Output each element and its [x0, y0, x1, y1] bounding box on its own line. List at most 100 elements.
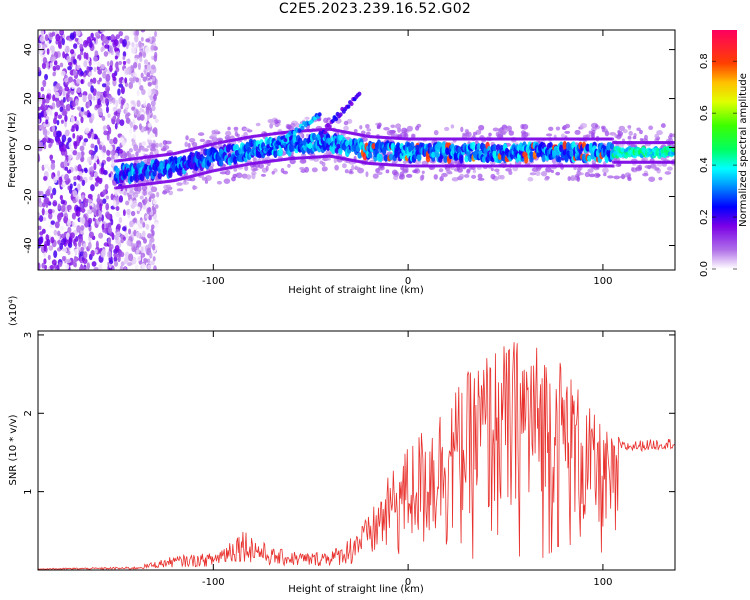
- spectrogram-noise-cell: [57, 170, 61, 177]
- spectrogram-halo-cell: [627, 135, 632, 140]
- spectrogram-noise-cell: [83, 51, 87, 60]
- spectrogram-noise-cell: [59, 194, 64, 201]
- spectrogram-halo-cell: [150, 186, 158, 193]
- spectrogram-halo-cell: [496, 171, 500, 175]
- spectrogram-noise-cell: [153, 93, 157, 102]
- spectrogram-noise-cell: [122, 39, 127, 47]
- spectrogram-noise-cell: [78, 199, 82, 205]
- spectrogram-noise-cell: [150, 100, 156, 107]
- spectrogram-noise-cell: [73, 43, 78, 49]
- spectrogram-halo-cell: [555, 126, 561, 131]
- snr-x-tick-label: -100: [202, 577, 225, 588]
- spectrogram-halo-cell: [162, 189, 170, 194]
- spectrogram-noise-cell: [122, 55, 126, 61]
- spectrogram-halo-cell: [453, 160, 458, 164]
- spectrogram-halo-cell: [494, 168, 500, 173]
- spectrogram-noise-cell: [128, 228, 132, 235]
- spectrogram-noise-cell: [103, 130, 109, 136]
- spectrogram-noise-cell: [126, 239, 131, 246]
- spectrogram-marks: [38, 30, 675, 270]
- spectrogram-noise-cell: [122, 60, 127, 66]
- spectrogram-noise-cell: [152, 114, 157, 120]
- spectrogram-noise-cell: [43, 258, 47, 265]
- spectrogram-noise-cell: [131, 41, 135, 48]
- spectrogram-noise-cell: [44, 73, 49, 81]
- spectrogram-track-cell: [278, 148, 283, 157]
- spectrogram-noise-cell: [38, 225, 42, 231]
- spectrogram-halo-cell: [433, 129, 439, 136]
- spectrogram-noise-cell: [60, 204, 66, 213]
- snr-series-line: [38, 342, 675, 570]
- spectrogram-halo-cell: [255, 122, 261, 127]
- spectrogram-noise-cell: [71, 100, 77, 108]
- spectrogram-branch-cell: [323, 130, 328, 135]
- spectrogram-noise-cell: [100, 46, 104, 53]
- spectrogram-noise-cell: [91, 261, 97, 267]
- spectrogram-noise-cell: [98, 264, 103, 270]
- spectrogram-noise-cell: [76, 78, 81, 84]
- spectrogram-noise-cell: [106, 213, 111, 220]
- spectrogram-noise-cell: [142, 98, 146, 104]
- spectrogram-halo-cell: [664, 171, 672, 175]
- spectrogram-noise-cell: [79, 43, 84, 50]
- spectrogram-noise-cell: [152, 199, 157, 205]
- spectrogram-halo-cell: [567, 176, 571, 182]
- spectrogram-noise-cell: [73, 176, 78, 181]
- spectrogram-noise-cell: [138, 40, 142, 48]
- spectrogram-noise-cell: [154, 118, 159, 124]
- spectrogram-noise-cell: [53, 229, 58, 236]
- spectrogram-noise-cell: [132, 256, 137, 265]
- spectrogram-noise-cell: [48, 143, 52, 149]
- snr-y-ticks: 1 2 3: [23, 332, 675, 495]
- spectrogram-track-cell: [487, 145, 492, 152]
- spectrogram-halo-cell: [603, 172, 607, 177]
- spectrogram-noise-cell: [42, 79, 47, 88]
- spectrogram-noise-cell: [59, 177, 63, 186]
- spectrogram-halo-cell: [205, 175, 212, 181]
- spectrogram-track-cell: [529, 151, 534, 158]
- spectrogram-halo-cell: [344, 169, 349, 174]
- spectrogram-branch-cell: [317, 112, 322, 117]
- spectrogram-noise-cell: [84, 111, 88, 116]
- spectrogram-noise-cell: [142, 51, 147, 58]
- spectrogram-noise-cell: [94, 98, 98, 106]
- spectrogram-halo-cell: [287, 163, 291, 168]
- spectrogram-halo-cell: [141, 185, 148, 191]
- snr-frame: [37, 330, 676, 571]
- spectrogram-noise-cell: [114, 188, 119, 197]
- spectrogram-noise-cell: [96, 91, 102, 97]
- spectrogram-branch-cell: [283, 137, 288, 143]
- spectrogram-track-cell: [134, 174, 140, 183]
- spectrogram-noise-cell: [59, 30, 64, 35]
- spectrogram-noise-cell: [142, 76, 148, 82]
- spectrogram-track-cell: [492, 143, 497, 152]
- spectrogram-halo-cell: [465, 131, 472, 138]
- spectrogram-halo-cell: [654, 133, 660, 139]
- spectrogram-halo-cell: [666, 166, 673, 171]
- spectrogram-halo-cell: [236, 172, 243, 179]
- spectrogram-noise-cell: [68, 242, 73, 248]
- spectrogram-noise-cell: [114, 152, 119, 159]
- snr-panel: -100 0 100 1 2 3 Height of straight line (km…: [8, 295, 676, 595]
- spectrogram-noise-cell: [90, 154, 94, 160]
- spectrogram-halo-cell: [334, 164, 339, 171]
- spectrogram-noise-cell: [140, 65, 145, 72]
- spectrogram-halo-cell: [574, 129, 581, 135]
- spectrogram-halo-cell: [595, 124, 599, 128]
- spectrogram-noise-cell: [84, 168, 88, 174]
- spectrogram-noise-cell: [82, 141, 87, 147]
- spectrogram-noise-cell: [46, 39, 50, 47]
- spectrogram-noise-cell: [83, 60, 88, 68]
- spectrogram-noise-cell: [135, 77, 140, 83]
- spectrogram-noise-cell: [138, 123, 142, 131]
- spectrogram-halo-cell: [450, 124, 455, 129]
- spectrogram-noise-cell: [103, 125, 107, 131]
- spectrogram-halo-cell: [641, 138, 649, 142]
- snr-x-ticks: -100 0 100: [202, 331, 612, 588]
- spectrogram-halo-cell: [419, 175, 424, 181]
- spectrogram-noise-cell: [82, 258, 88, 264]
- spectrogram-noise-cell: [42, 56, 48, 64]
- spectrogram-noise-cell: [76, 174, 81, 181]
- spectrogram-track-edge: [671, 160, 675, 164]
- spectrogram-noise-cell: [65, 232, 70, 240]
